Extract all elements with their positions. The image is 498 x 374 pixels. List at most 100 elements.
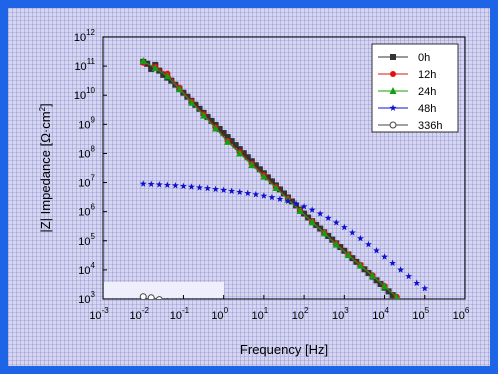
data-point xyxy=(163,72,171,80)
data-point xyxy=(164,298,170,299)
data-point xyxy=(232,142,239,149)
y-tick-label: 1010 xyxy=(74,86,96,102)
x-tick-label: 102 xyxy=(292,306,309,322)
data-point xyxy=(248,161,256,169)
x-tick-label-exp: -3 xyxy=(102,306,110,315)
y-tick-label-base: 10 xyxy=(78,236,90,248)
x-tick-label: 103 xyxy=(332,306,349,322)
legend-item-12h: 12h xyxy=(378,69,436,81)
x-tick-label: 100 xyxy=(211,306,228,322)
x-tick-label-base: 10 xyxy=(130,310,142,322)
data-point xyxy=(405,272,413,280)
data-point xyxy=(228,138,235,145)
data-point xyxy=(413,279,421,287)
data-point xyxy=(316,210,324,217)
x-tick-label: 10-3 xyxy=(89,306,109,322)
data-point xyxy=(224,137,232,145)
y-tick-label: 109 xyxy=(78,115,95,131)
data-point xyxy=(344,251,352,259)
data-point xyxy=(289,198,296,205)
y-tick-label-exp: 8 xyxy=(91,144,96,153)
data-point xyxy=(377,281,384,288)
y-tick-label-base: 10 xyxy=(78,294,90,306)
legend-label: 12h xyxy=(418,69,436,81)
x-tick-label-exp: 6 xyxy=(465,306,470,315)
data-point xyxy=(176,85,184,93)
series-48h xyxy=(139,180,429,292)
y-tick-label: 1011 xyxy=(74,57,95,73)
data-point xyxy=(148,65,155,72)
data-point xyxy=(188,183,195,190)
data-point xyxy=(373,247,380,254)
y-tick-label-exp: 9 xyxy=(91,115,96,124)
data-point xyxy=(139,180,147,187)
data-point xyxy=(155,181,163,188)
data-point xyxy=(252,162,259,169)
legend-item-0h: 0h xyxy=(378,52,430,64)
data-point xyxy=(332,219,340,226)
data-point xyxy=(204,113,211,120)
y-tick-label-exp: 10 xyxy=(86,86,95,95)
data-point xyxy=(139,293,147,299)
x-tick-label-base: 10 xyxy=(372,310,384,322)
data-point xyxy=(188,98,196,106)
x-tick-label-exp: 2 xyxy=(304,306,309,315)
series-layer xyxy=(139,56,429,299)
data-point xyxy=(155,296,163,299)
y-tick-label: 103 xyxy=(78,290,95,306)
x-tick-label: 105 xyxy=(412,306,429,322)
data-point xyxy=(256,166,263,173)
data-point xyxy=(236,146,243,153)
data-point xyxy=(208,117,215,124)
data-point xyxy=(260,192,268,199)
y-axis-label: |Z| Impedance [Ω·cm2] xyxy=(38,103,53,232)
data-point xyxy=(332,240,340,248)
y-tick-label-exp: 4 xyxy=(91,261,96,270)
data-point xyxy=(196,184,203,191)
data-point xyxy=(204,184,211,192)
data-point xyxy=(373,277,380,284)
legend-marker xyxy=(389,104,397,111)
data-point xyxy=(216,125,223,132)
y-tick-label-exp: 12 xyxy=(86,28,95,37)
data-point xyxy=(389,292,396,299)
data-point xyxy=(308,218,316,226)
legend-marker xyxy=(390,71,396,77)
data-point xyxy=(163,181,171,188)
x-tick-label: 106 xyxy=(453,306,470,322)
legend: 0h 12h 24h 48h 336h xyxy=(371,43,459,133)
data-point xyxy=(389,259,397,267)
x-tick-label-exp: 0 xyxy=(224,306,229,315)
y-tick-label: 1012 xyxy=(74,28,96,44)
data-point xyxy=(147,294,155,299)
x-tick-label: 10-2 xyxy=(130,306,150,322)
data-point xyxy=(252,190,260,198)
y-tick-label: 107 xyxy=(78,174,95,190)
data-point xyxy=(240,150,247,157)
x-tick-label-base: 10 xyxy=(292,310,304,322)
y-tick-label-base: 10 xyxy=(78,119,90,131)
data-point xyxy=(147,180,155,188)
y-tick-label: 105 xyxy=(78,232,95,248)
data-point xyxy=(284,197,292,205)
y-tick-label-exp: 3 xyxy=(91,290,96,299)
x-tick-label-base: 10 xyxy=(412,310,424,322)
data-point xyxy=(220,186,228,194)
data-point xyxy=(160,71,167,78)
y-tick-label: 106 xyxy=(78,203,95,219)
x-tick-label-exp: -1 xyxy=(182,306,190,315)
data-point xyxy=(212,185,220,193)
data-point xyxy=(180,182,187,190)
blank-patch xyxy=(104,282,224,298)
data-point xyxy=(200,111,208,119)
legend-item-336h: 336h xyxy=(378,120,442,132)
x-tick-label-base: 10 xyxy=(89,310,101,322)
data-point xyxy=(196,105,203,112)
data-point xyxy=(368,271,376,279)
x-tick-label-exp: 5 xyxy=(425,306,430,315)
x-tick-label: 10-1 xyxy=(170,306,190,322)
data-point xyxy=(340,223,348,231)
data-point xyxy=(264,174,271,181)
data-point xyxy=(220,129,227,136)
